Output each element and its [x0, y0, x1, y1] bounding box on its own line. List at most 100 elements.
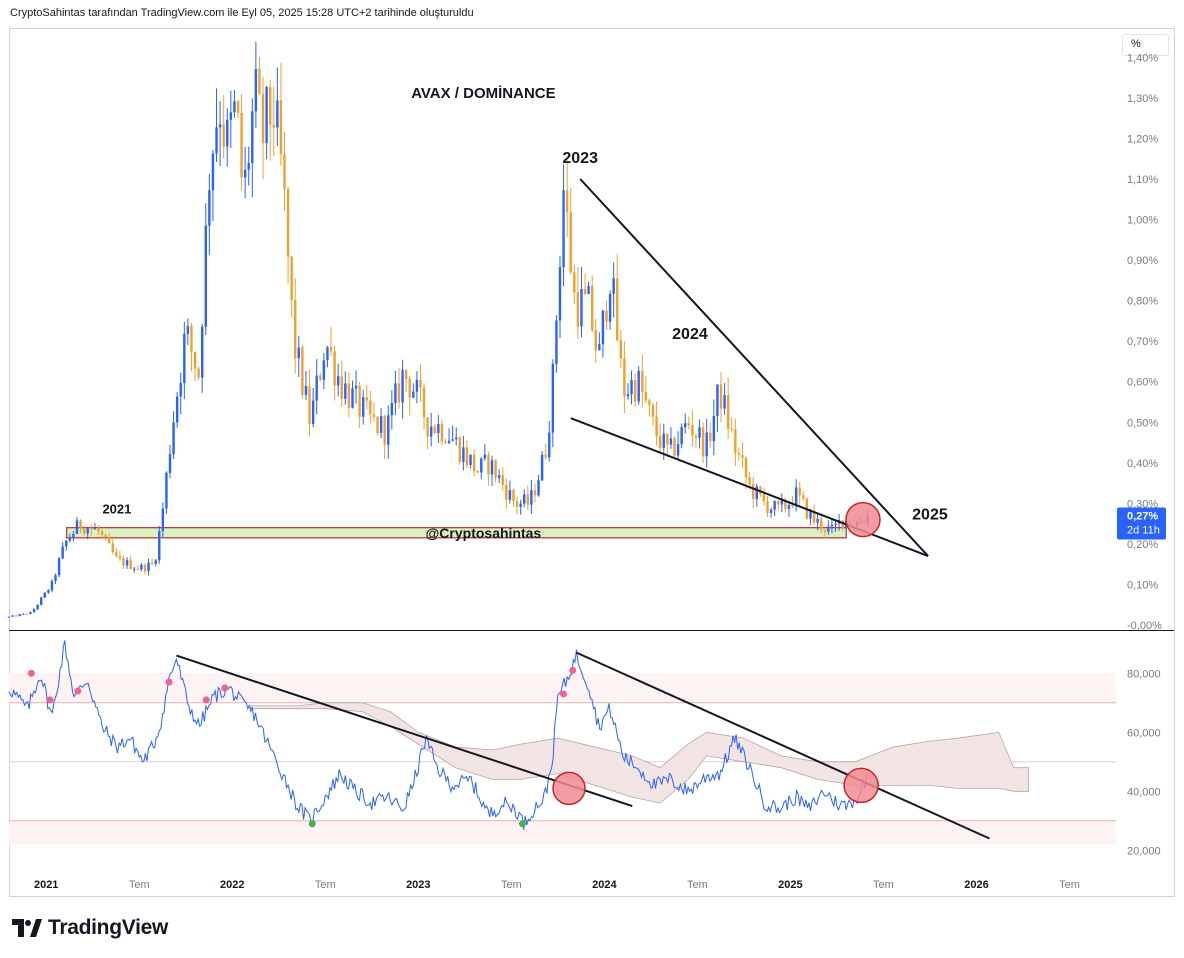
support-zone-layer: [66, 527, 847, 539]
tradingview-logo[interactable]: TradingView: [12, 914, 168, 942]
candle: [311, 387, 315, 428]
candle-body: [394, 383, 397, 403]
candle-body: [462, 447, 465, 462]
price-axis-tick: 0,90%: [1127, 255, 1158, 267]
candle-body: [111, 543, 114, 553]
candle: [433, 424, 436, 435]
candle: [211, 149, 215, 222]
candle-body: [483, 454, 487, 459]
candle: [655, 401, 658, 446]
candle-body: [480, 458, 483, 473]
candle: [587, 281, 590, 295]
candle: [147, 558, 150, 576]
candle-body: [183, 333, 186, 384]
price-axis-tick: 1,00%: [1127, 215, 1158, 227]
candle-body: [397, 383, 401, 403]
candle: [372, 402, 376, 422]
candle-body: [168, 454, 172, 473]
candle: [315, 359, 318, 415]
candle: [752, 476, 755, 509]
candle-body: [129, 560, 132, 570]
candle: [175, 391, 179, 428]
candle-body: [709, 432, 712, 442]
candle-body: [530, 490, 533, 505]
candle-body: [605, 310, 608, 322]
candle: [480, 457, 483, 479]
candle: [755, 483, 758, 507]
trendline-layer[interactable]: [176, 178, 990, 840]
candle-body: [208, 190, 211, 226]
candle-body: [701, 427, 705, 457]
candle: [701, 422, 705, 463]
candle: [455, 427, 458, 446]
candle-body: [376, 416, 379, 434]
candle-body: [240, 112, 243, 178]
rsi-trendline[interactable]: [576, 651, 990, 840]
percent-scale-toggle[interactable]: %: [1122, 34, 1169, 56]
candle-body: [297, 347, 301, 359]
candle: [483, 443, 487, 461]
candle: [777, 500, 780, 511]
candle: [383, 414, 386, 459]
rsi-circle-marker[interactable]: [843, 767, 879, 804]
candle-body: [576, 292, 580, 327]
candle: [387, 405, 390, 459]
candle-body: [201, 326, 204, 378]
candle-body: [150, 562, 154, 564]
candle: [565, 157, 569, 238]
candle-body: [322, 360, 326, 380]
breakout-circle-marker[interactable]: [845, 501, 881, 538]
candle-body: [61, 546, 64, 559]
candle-body: [562, 190, 565, 268]
candle-body: [72, 533, 75, 539]
rsi-oversold-shade: [9, 820, 1116, 845]
candles-layer: [7, 41, 869, 618]
rsi-oversold-dot: [308, 820, 316, 828]
candle: [268, 79, 272, 161]
candle-body: [333, 351, 336, 386]
candle: [490, 455, 494, 487]
candle: [72, 531, 75, 542]
candle-body: [197, 368, 200, 378]
candle-body: [830, 524, 834, 527]
candle-body: [694, 435, 698, 438]
candle: [619, 329, 623, 368]
candle: [540, 451, 544, 482]
candle: [129, 555, 132, 570]
candle-body: [465, 447, 469, 465]
candle: [190, 322, 193, 372]
candle-body: [623, 358, 626, 397]
candle-body: [587, 285, 590, 295]
candle: [333, 345, 336, 401]
candle: [465, 440, 469, 468]
candle: [93, 523, 97, 530]
candle-body: [236, 101, 240, 113]
candle-body: [687, 423, 690, 426]
candle-body: [408, 378, 411, 398]
candle: [301, 344, 304, 400]
candle: [533, 483, 537, 503]
candle-body: [523, 494, 526, 504]
candle: [251, 98, 254, 198]
annotation-layer: AVAX / DOMİNANCE 2021 2023 2024 2025 @Cryptos…: [102, 85, 947, 541]
wedge-trendline[interactable]: [579, 178, 929, 557]
candle-body: [79, 520, 82, 529]
candle: [208, 173, 211, 256]
candle-body: [505, 484, 508, 500]
candle: [326, 345, 329, 368]
candle-body: [598, 344, 601, 351]
candle-body: [140, 564, 143, 570]
candle: [780, 493, 784, 513]
candle-body: [215, 127, 218, 154]
candle-body: [744, 458, 748, 478]
candle-body: [666, 433, 669, 445]
candle: [472, 449, 476, 477]
candle: [25, 613, 29, 615]
candle: [290, 255, 293, 317]
candle-body: [14, 615, 18, 617]
candle-body: [601, 310, 605, 345]
candle: [240, 93, 243, 191]
rsi-circle-marker[interactable]: [552, 771, 586, 806]
time-axis-tick: Tem: [687, 879, 708, 891]
